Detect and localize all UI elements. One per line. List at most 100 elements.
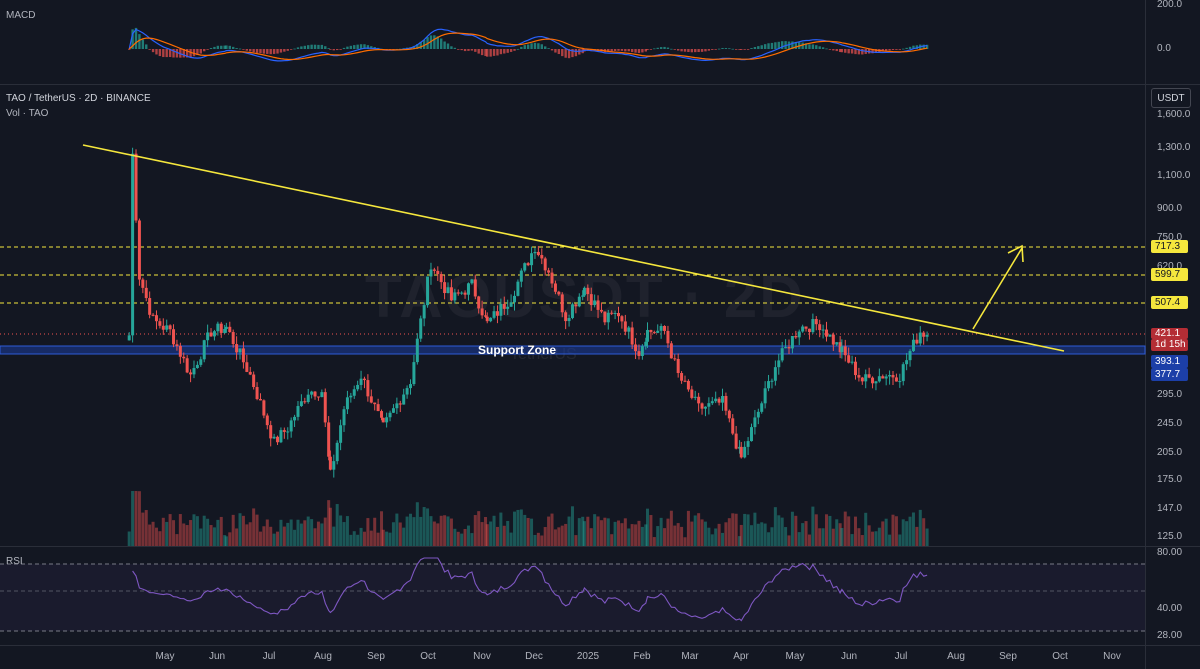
candle <box>784 339 788 349</box>
candle <box>509 294 513 307</box>
macd-histogram-bar <box>499 49 503 55</box>
candle <box>456 289 460 296</box>
macd-histogram-bar <box>339 49 342 50</box>
volume-bar <box>516 509 520 546</box>
volume-bar <box>161 517 165 546</box>
volume-bar <box>272 533 276 546</box>
time-label: 2025 <box>576 651 600 662</box>
macd-histogram-bar <box>567 49 571 59</box>
volume-bar <box>349 534 353 546</box>
candle <box>663 325 667 334</box>
macd-histogram-bar <box>537 43 540 49</box>
volume-bar <box>258 531 262 546</box>
macd-histogram-bar <box>753 47 757 49</box>
candle <box>577 293 581 308</box>
candle <box>182 352 186 363</box>
volume-bar <box>790 511 794 546</box>
volume-bar <box>881 521 885 546</box>
candle <box>426 276 430 308</box>
candle <box>838 336 842 359</box>
volume-bar <box>412 517 416 546</box>
volume-bar <box>342 522 346 546</box>
price-tick: 750.0 <box>1157 232 1183 243</box>
time-label: Jun <box>840 651 858 662</box>
volume-bar <box>279 519 283 546</box>
macd-histogram-bar <box>624 49 627 52</box>
macd-histogram-bar <box>158 49 162 57</box>
volume-bar <box>746 514 750 546</box>
macd-histogram-bar <box>571 49 574 58</box>
macd-histogram-bar <box>620 49 624 51</box>
macd-histogram-bar <box>259 49 262 54</box>
macd-histogram-bar <box>460 49 463 51</box>
candle <box>151 313 155 317</box>
volume-bar <box>831 528 835 546</box>
candle <box>495 305 499 324</box>
volume-bar <box>255 514 259 546</box>
macd-histogram-bar <box>905 47 908 49</box>
macd-histogram-bar <box>656 47 659 49</box>
macd-histogram-bar <box>474 49 477 52</box>
macd-histogram-bar <box>738 49 741 50</box>
time-label: Jun <box>208 651 226 662</box>
candle <box>391 404 395 414</box>
support-zone-label: Support Zone <box>478 343 556 357</box>
volume-bar <box>137 491 141 546</box>
macd-histogram-bar <box>740 49 743 50</box>
volume-bar <box>908 516 912 546</box>
volume-legend[interactable]: Vol · TAO <box>6 108 49 119</box>
macd-histogram-bar <box>235 48 238 49</box>
macd-histogram-bar <box>332 49 335 51</box>
volume-bar <box>613 521 617 546</box>
currency-button[interactable]: USDT <box>1151 88 1191 108</box>
candle <box>835 342 839 347</box>
symbol-legend[interactable]: TAO / TetherUS · 2D · BINANCE <box>6 93 151 104</box>
macd-histogram-bar <box>245 49 249 51</box>
volume-bar <box>303 520 307 546</box>
volume-bar <box>306 516 310 546</box>
candle <box>905 353 909 371</box>
candle <box>884 374 888 386</box>
candle <box>373 402 377 411</box>
macd-histogram-bar <box>433 35 436 49</box>
volume-bar <box>513 511 517 546</box>
volume-bar <box>857 528 861 546</box>
candle <box>470 278 474 285</box>
candle <box>313 391 317 400</box>
candle <box>405 385 409 399</box>
volume-bar <box>276 531 280 546</box>
candle <box>797 329 801 346</box>
candle <box>807 328 811 340</box>
candle <box>178 342 182 364</box>
candle <box>320 389 324 398</box>
candle <box>894 373 898 382</box>
volume-bar <box>533 534 537 546</box>
volume-bar <box>543 527 547 546</box>
candle <box>202 339 206 363</box>
time-label: Dec <box>525 651 543 662</box>
candle <box>429 262 433 285</box>
macd-histogram-bar <box>891 49 895 50</box>
candle <box>262 399 266 419</box>
price-tick: 125.0 <box>1157 531 1183 542</box>
macd-histogram-bar <box>503 49 506 54</box>
volume-bar <box>339 515 343 546</box>
macd-histogram-bar <box>659 47 663 49</box>
macd-histogram-bar <box>734 49 738 50</box>
macd-histogram-bar <box>145 44 148 49</box>
candle <box>644 337 648 350</box>
volume-bar <box>593 514 597 546</box>
macd-histogram-bar <box>676 49 680 51</box>
volume-bar <box>202 515 206 546</box>
macd-histogram-bar <box>840 49 844 53</box>
candle <box>898 373 902 388</box>
macd-histogram-bar <box>189 49 192 58</box>
candle <box>293 414 297 428</box>
candle <box>356 380 360 392</box>
candle <box>843 339 847 362</box>
macd-histogram-bar <box>634 49 637 53</box>
candle <box>710 396 714 406</box>
volume-bar <box>894 516 898 546</box>
macd-histogram-bar <box>463 49 467 52</box>
